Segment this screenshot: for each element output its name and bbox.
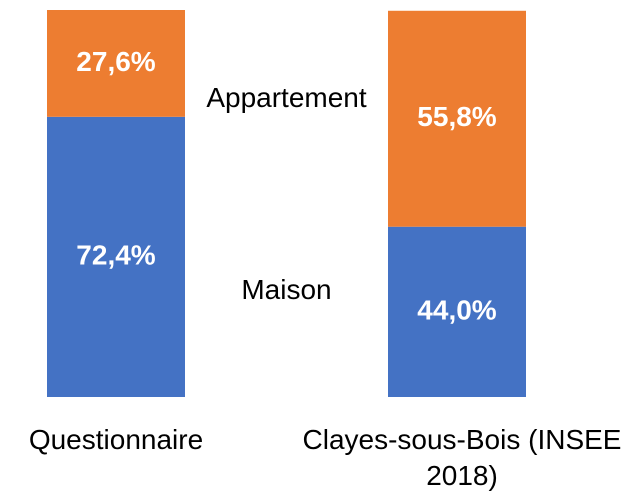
legend-label: Appartement [206,82,367,113]
bar-segment [47,10,185,117]
bar-segment [388,10,526,227]
data-label: 44,0% [417,294,496,325]
legend-label: Maison [241,274,332,305]
x-tick-label: Clayes-sous-Bois (INSEE 2018) [302,424,622,491]
bar-segment [388,226,526,397]
bar-segment [47,116,185,397]
x-tick-label: Questionnaire [28,424,204,455]
data-label: 55,8% [417,101,496,132]
data-label: 72,4% [76,239,155,270]
data-label: 27,6% [76,46,155,77]
